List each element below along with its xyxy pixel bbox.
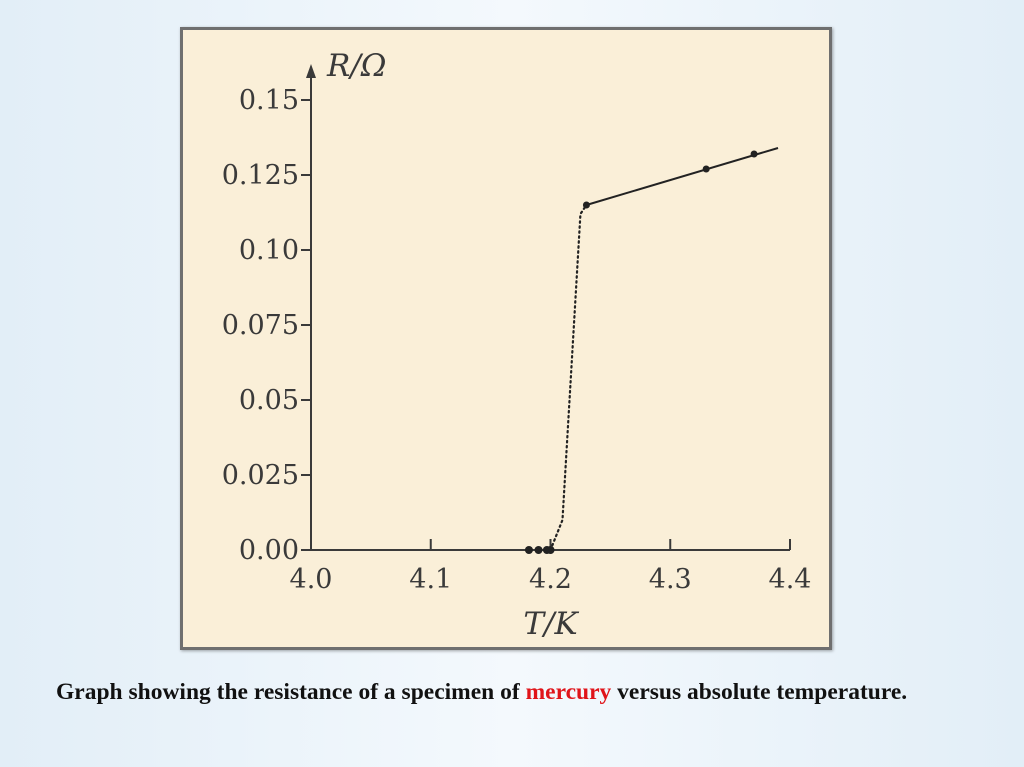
data-point: [750, 150, 758, 158]
y-axis-arrow: [306, 64, 316, 78]
y-tick-label: 0.125: [222, 160, 299, 191]
y-axis-title: R/Ω: [326, 48, 387, 84]
y-tick-label: 0.10: [239, 235, 299, 266]
y-tick-label: 0.075: [222, 310, 299, 341]
caption: Graph showing the resistance of a specim…: [56, 676, 956, 709]
y-tick-label: 0.00: [239, 535, 299, 566]
x-tick-label: 4.2: [529, 564, 572, 595]
data-point: [702, 165, 710, 173]
y-tick-label: 0.05: [239, 385, 299, 416]
data-point-zero: [534, 546, 543, 554]
resistance-chart: 0.00 0.025 0.05 0.075 0.10 0.125 0.15 4.0 4.1 4.2…: [222, 48, 812, 642]
data-line-normal: [586, 147, 779, 206]
data-point-zero: [546, 546, 555, 554]
caption-text-end: versus absolute temperature.: [611, 679, 908, 705]
x-axis-title: T/K: [523, 606, 579, 642]
data-point-zero: [524, 546, 533, 554]
data-line-transition: [549, 203, 588, 552]
x-tick-label: 4.3: [649, 564, 692, 595]
x-tick-label: 4.4: [769, 564, 812, 595]
caption-text: Graph showing the resistance of a specim…: [56, 679, 526, 705]
y-tick-label: 0.15: [239, 85, 299, 116]
y-tick-label: 0.025: [222, 460, 299, 491]
x-tick-label: 4.1: [409, 564, 452, 595]
caption-highlight: mercury: [525, 679, 612, 705]
x-tick-label: 4.0: [290, 564, 333, 595]
figure-panel: 0.00 0.025 0.05 0.075 0.10 0.125 0.15 4.0 4.1 4.2…: [180, 27, 832, 650]
